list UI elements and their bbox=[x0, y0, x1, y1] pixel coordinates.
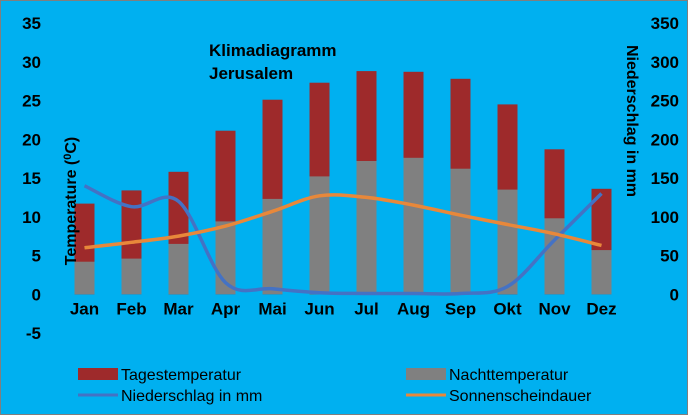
lines-layer bbox=[84, 186, 601, 294]
legend-label-nachttemperatur: Nachttemperatur bbox=[449, 367, 569, 384]
chart-title-line-1: Klimadiagramm bbox=[209, 41, 337, 60]
category-label: Dez bbox=[586, 299, 616, 318]
category-label: Mar bbox=[163, 299, 194, 318]
bar-nachttemperatur-nov bbox=[545, 218, 565, 294]
right-tick-label: 50 bbox=[660, 247, 679, 266]
legend-label-sonnenscheindauer: Sonnenscheindauer bbox=[449, 388, 592, 405]
right-tick-label: 200 bbox=[651, 130, 679, 149]
right-tick-label: 300 bbox=[651, 53, 679, 72]
legend-label-tagestemperatur: Tagestemperatur bbox=[121, 367, 242, 384]
category-label: Mai bbox=[258, 299, 286, 318]
right-tick-label: 150 bbox=[651, 169, 679, 188]
left-tick-label: -5 bbox=[26, 324, 41, 343]
bar-nachttemperatur-jan bbox=[75, 262, 95, 295]
right-tick-label: 100 bbox=[651, 208, 679, 227]
category-label: Jun bbox=[304, 299, 334, 318]
bar-nachttemperatur-aug bbox=[404, 158, 424, 294]
bar-nachttemperatur-sep bbox=[451, 169, 471, 295]
left-axis-title: Temperature (0C) bbox=[62, 137, 80, 266]
left-tick-label: 0 bbox=[32, 285, 41, 304]
category-label: Sep bbox=[445, 299, 476, 318]
bar-nachttemperatur-jul bbox=[357, 161, 377, 294]
legend-label-niederschlag: Niederschlag in mm bbox=[121, 388, 262, 405]
right-tick-label: 250 bbox=[651, 92, 679, 111]
left-tick-label: 5 bbox=[32, 247, 41, 266]
category-axis-ticks: Jan Feb Mar Apr Mai Jun Jul Aug Sep Okt Nov Dez bbox=[70, 299, 617, 318]
chart-title-line-2: Jerusalem bbox=[209, 64, 293, 83]
right-tick-label: 0 bbox=[670, 285, 679, 304]
bar-nachttemperatur-okt bbox=[498, 190, 518, 295]
right-axis-ticks: 0 50 100 150 200 250 300 350 bbox=[651, 14, 679, 304]
left-tick-label: 35 bbox=[22, 14, 41, 33]
left-axis-ticks: -5 0 5 10 15 20 25 30 35 bbox=[22, 14, 41, 343]
category-label: Okt bbox=[493, 299, 522, 318]
right-tick-label: 350 bbox=[651, 14, 679, 33]
left-tick-label: 10 bbox=[22, 208, 41, 227]
category-label: Aug bbox=[397, 299, 430, 318]
category-label: Apr bbox=[211, 299, 241, 318]
legend-swatch-nachttemperatur bbox=[406, 368, 446, 380]
bar-nachttemperatur-feb bbox=[122, 259, 142, 295]
left-tick-label: 15 bbox=[22, 169, 41, 188]
left-tick-label: 25 bbox=[22, 92, 41, 111]
left-tick-label: 30 bbox=[22, 53, 41, 72]
category-label: Jul bbox=[354, 299, 379, 318]
line-sonnenscheindauer bbox=[85, 195, 602, 248]
left-tick-label: 20 bbox=[22, 130, 41, 149]
right-axis-title: Niederschlag in mm bbox=[623, 45, 640, 197]
category-label: Jan bbox=[70, 299, 99, 318]
category-label: Nov bbox=[538, 299, 571, 318]
bar-nachttemperatur-mar bbox=[169, 244, 189, 294]
legend-swatch-tagestemperatur bbox=[78, 368, 118, 380]
bars-layer bbox=[75, 71, 612, 294]
category-label: Feb bbox=[116, 299, 146, 318]
bar-nachttemperatur-dez bbox=[592, 250, 612, 294]
